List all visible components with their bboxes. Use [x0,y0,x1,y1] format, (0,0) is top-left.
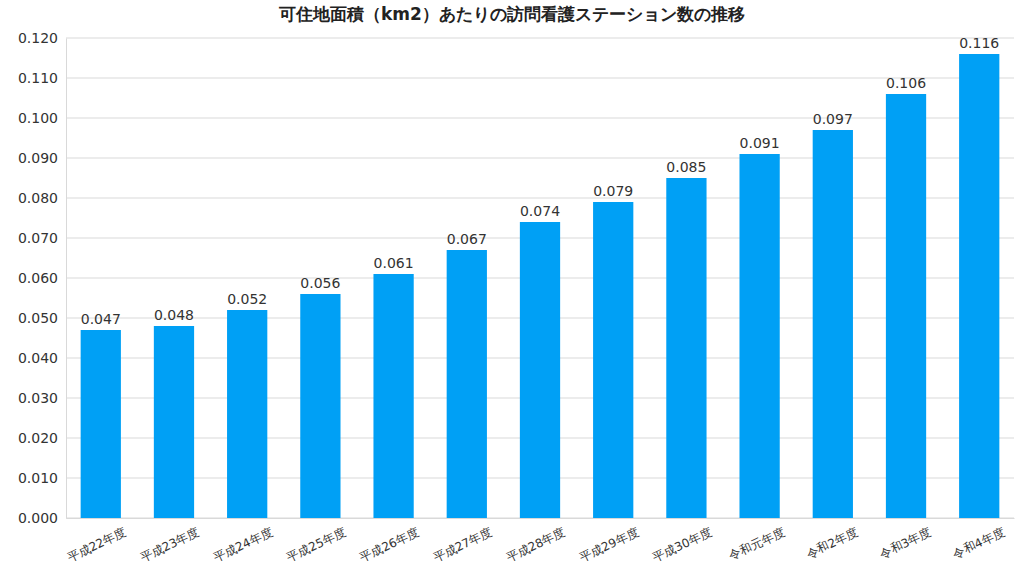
data-label: 0.056 [300,275,340,291]
grid-line [66,118,1014,119]
x-tick: 平成23年度 [138,518,201,565]
x-tick-label: 平成23年度 [138,525,201,564]
x-tick-label: 令和3年度 [877,525,933,561]
bar [520,222,560,518]
y-tick: 0.010 [18,470,66,486]
data-label: 0.061 [374,255,414,271]
y-tick-label: 0.100 [18,110,58,126]
x-tick: 平成25年度 [285,518,348,565]
y-tick: 0.050 [18,310,66,326]
bar [886,94,926,518]
data-labels: 0.047 0.048 0.052 0.056 0.061 0.067 0.074 0.079… [81,35,1000,327]
x-tick: 令和2年度 [804,518,860,561]
data-label: 0.052 [227,291,267,307]
x-tick: 平成28年度 [504,518,567,565]
y-tick-label: 0.080 [18,190,58,206]
data-label: 0.116 [959,35,999,51]
y-tick: 0.070 [18,230,66,246]
y-tick: 0.030 [18,390,66,406]
bar [373,274,413,518]
bar [81,330,121,518]
x-tick-label: 令和4年度 [950,525,1006,561]
bar [593,202,633,518]
x-axis: 平成22年度平成23年度平成24年度平成25年度平成26年度平成27年度平成28… [65,518,1015,565]
y-tick-label: 0.010 [18,470,58,486]
bar [959,54,999,518]
x-tick: 平成27年度 [431,518,494,565]
y-tick: 0.000 [18,510,66,526]
bars [81,54,1000,518]
y-tick: 0.020 [18,430,66,446]
y-tick-label: 0.120 [18,30,58,46]
grid [66,38,1014,518]
x-tick-label: 平成24年度 [211,525,274,564]
y-tick-label: 0.030 [18,390,58,406]
bar [227,310,267,518]
x-tick: 令和3年度 [877,518,933,561]
y-tick-label: 0.070 [18,230,58,246]
y-tick-label: 0.050 [18,310,58,326]
x-tick-label: 平成28年度 [504,525,567,564]
y-tick: 0.080 [18,190,66,206]
y-tick: 0.120 [18,30,66,46]
grid-line [66,158,1014,159]
plot: 0.047 0.048 0.052 0.056 0.061 0.067 0.074 0.079… [18,30,1015,565]
y-tick: 0.060 [18,270,66,286]
chart: 0.047 0.048 0.052 0.056 0.061 0.067 0.074 0.079… [0,0,1024,581]
y-axis: 0.000 0.010 0.020 0.030 0.040 0.050 0.060 0.070… [18,30,67,526]
y-tick-label: 0.110 [18,70,58,86]
y-tick: 0.110 [18,70,66,86]
data-label: 0.067 [447,231,487,247]
data-label: 0.097 [813,111,853,127]
bar [447,250,487,518]
grid-line [66,198,1014,199]
x-tick-label: 平成22年度 [65,525,128,564]
data-label: 0.106 [886,75,926,91]
x-tick: 平成26年度 [358,518,421,565]
title: 可住地面積（km2）あたりの訪問看護ステーション数の推移 [278,4,745,24]
x-tick: 令和4年度 [950,518,1006,561]
x-tick-label: 令和元年度 [727,525,787,563]
y-axis-line [66,39,67,519]
data-label: 0.047 [81,311,121,327]
y-tick-label: 0.020 [18,430,58,446]
x-tick-label: 平成26年度 [358,525,421,564]
data-label: 0.079 [593,183,633,199]
x-tick: 平成24年度 [211,518,274,565]
x-axis-line [67,518,1015,519]
data-label: 0.048 [154,307,194,323]
y-tick-label: 0.060 [18,270,58,286]
y-tick-label: 0.090 [18,150,58,166]
grid-line [66,78,1014,79]
bar [739,154,779,518]
data-label: 0.085 [666,159,706,175]
y-tick: 0.090 [18,150,66,166]
bar [666,178,706,518]
x-tick: 令和元年度 [727,518,787,563]
x-tick: 平成30年度 [651,518,714,565]
x-tick-label: 平成30年度 [651,525,714,564]
x-tick-label: 令和2年度 [804,525,860,561]
bar [154,326,194,518]
grid-line [66,38,1014,39]
bar [813,130,853,518]
y-tick-label: 0.040 [18,350,58,366]
data-label: 0.091 [740,135,780,151]
x-tick-label: 平成27年度 [431,525,494,564]
y-tick: 0.040 [18,350,66,366]
data-label: 0.074 [520,203,560,219]
y-tick: 0.100 [18,110,66,126]
y-tick-label: 0.000 [18,510,58,526]
bar [300,294,340,518]
x-tick: 平成29年度 [577,518,640,565]
x-tick: 平成22年度 [65,518,128,565]
x-tick-label: 平成29年度 [577,525,640,564]
x-tick-label: 平成25年度 [285,525,348,564]
